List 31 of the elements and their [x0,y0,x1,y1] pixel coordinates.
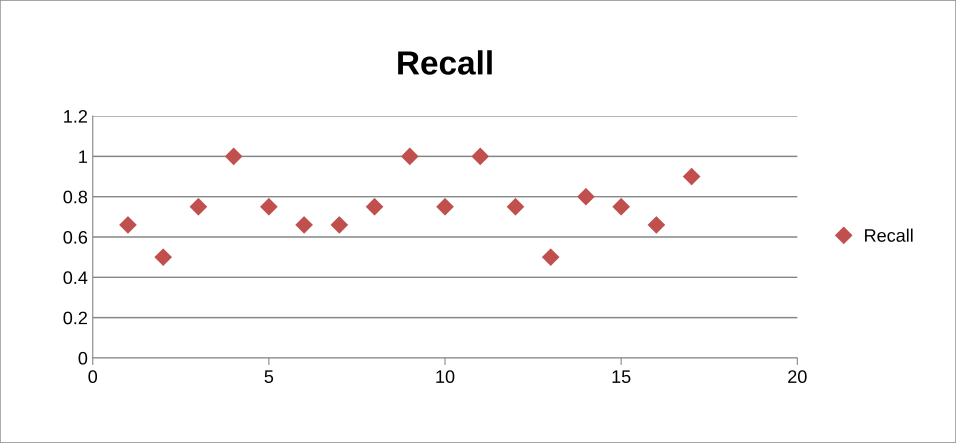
point [577,188,594,206]
y-tick-label: 0 [78,352,88,365]
x-tick-label: 10 [436,370,454,384]
point [119,216,137,234]
y-tick-label: 0.4 [63,271,88,284]
point [225,148,242,165]
chart-title: Recall [398,50,492,75]
y-tick-label: 0.6 [63,230,88,244]
point [401,148,418,165]
point [542,248,560,266]
x-tick-label: 15 [612,370,630,384]
x-tick-label: 0 [88,370,98,384]
legend-label: Recall [865,228,913,242]
point [366,198,384,216]
point [190,198,207,216]
y-tick-label: 0.2 [63,312,87,324]
point [648,216,665,234]
point [612,198,630,216]
point [260,198,278,216]
point [154,248,172,266]
point [472,148,489,165]
x-tick-label: 20 [788,370,807,384]
point [296,216,313,234]
y-tick-label: 1 [79,150,87,163]
x-tick-label: 5 [264,370,274,384]
y-tick-label: 1.2 [64,110,87,123]
point [330,216,348,234]
point [506,198,524,216]
y-tick-label: 0.8 [63,190,88,204]
point [436,198,454,216]
point [683,168,700,186]
